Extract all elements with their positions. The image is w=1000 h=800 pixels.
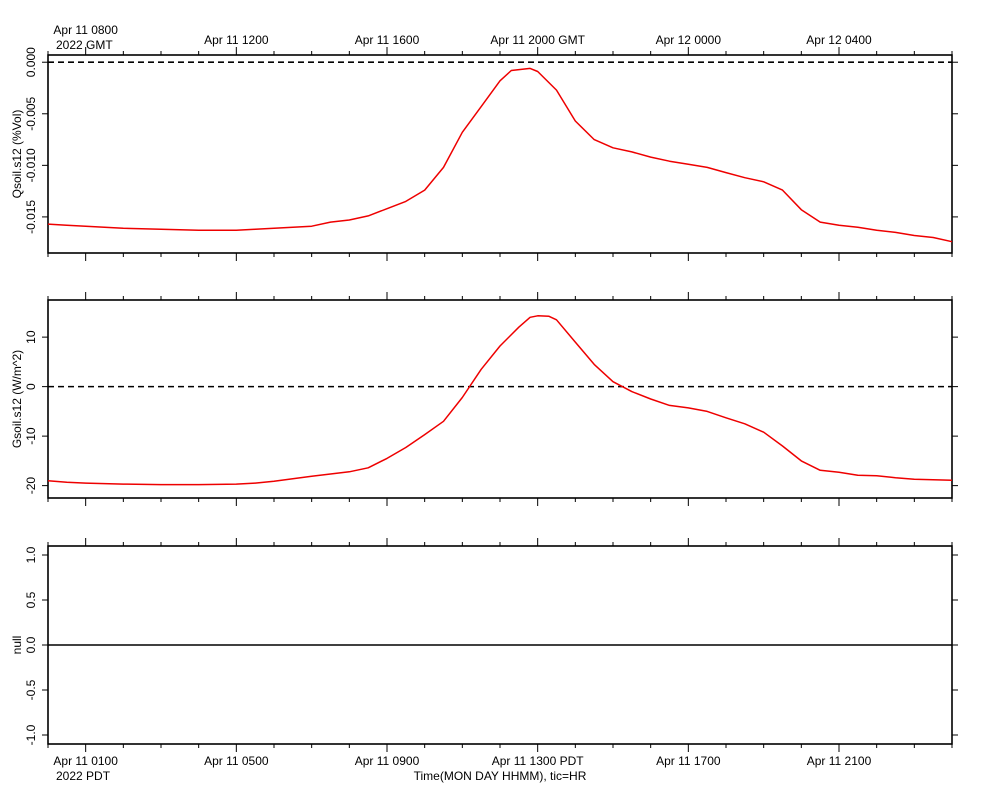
top-tick-label: Apr 11 0800 [53, 23, 118, 37]
y-tick-label: -1.0 [24, 724, 38, 745]
y-tick-label: -0.010 [24, 148, 38, 182]
y-tick-label: -0.5 [24, 679, 38, 700]
top-tick-label: Apr 11 2000 GMT [490, 33, 585, 47]
top-tick-label: Apr 12 0400 [806, 33, 872, 47]
y-axis-label: null [10, 636, 24, 655]
top-tick-label: Apr 11 1600 [355, 33, 420, 47]
y-axis-label: Qsoil.s12 (%Vol) [10, 110, 24, 199]
y-tick-label: -20 [24, 477, 38, 495]
y-tick-label: 10 [24, 330, 38, 344]
top-tick-sublabel: 2022 GMT [56, 38, 113, 52]
bottom-tick-label: Apr 11 0500 [204, 754, 269, 768]
y-tick-label: 0 [24, 383, 38, 390]
series-line [47, 315, 953, 486]
series-line [47, 67, 953, 243]
top-tick-label: Apr 12 0000 [656, 33, 722, 47]
y-tick-label: -0.015 [24, 200, 38, 234]
y-tick-label: -0.005 [24, 96, 38, 130]
panel-2: 10 0 -10 -20 Gsoil.s12 (W/m^2) [10, 292, 958, 506]
y-tick-label: 1.0 [24, 546, 38, 563]
bottom-tick-label: Apr 11 0100 [53, 754, 118, 768]
panel-frame [47, 54, 953, 254]
y-axis-label: Gsoil.s12 (W/m^2) [10, 350, 24, 448]
x-axis-label: Time(MON DAY HHMM), tic=HR [414, 769, 587, 783]
top-tick-label: Apr 11 1200 [204, 33, 269, 47]
y-tick-label: 0.0 [24, 636, 38, 653]
panel-3: 1.0 0.5 0.0 -0.5 -1.0 null [10, 538, 958, 752]
bottom-tick-sublabel: 2022 PDT [56, 769, 111, 783]
bottom-tick-label: Apr 11 0900 [355, 754, 420, 768]
bottom-tick-label: Apr 11 1700 [656, 754, 721, 768]
y-tick-label: 0.000 [24, 47, 38, 77]
bottom-tick-label: Apr 11 1300 PDT [492, 754, 584, 768]
bottom-tick-label: Apr 11 2100 [807, 754, 872, 768]
y-tick-label: -10 [24, 427, 38, 445]
y-tick-label: 0.5 [24, 591, 38, 608]
